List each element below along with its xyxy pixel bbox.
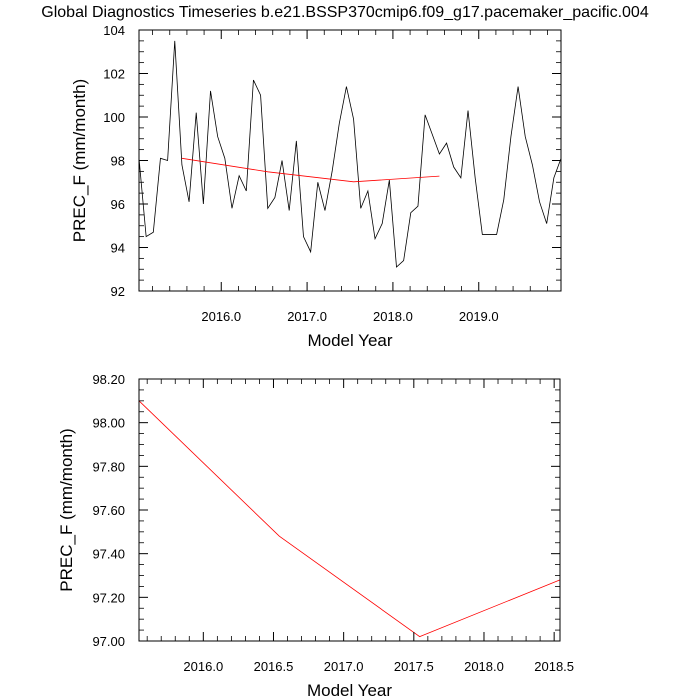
y-tick-label: 94	[111, 241, 125, 256]
y-tick-label: 102	[103, 67, 125, 82]
plot-frame	[138, 378, 561, 642]
y-tick-label: 98.00	[92, 416, 125, 431]
x-tick-label: 2017.0	[287, 309, 327, 324]
y-tick-label: 97.60	[92, 503, 125, 518]
y-axis-label: PREC_F (mm/month)	[70, 79, 89, 242]
figure-title: Global Diagnostics Timeseries b.e21.BSSP…	[41, 4, 649, 21]
x-tick-label: 2016.5	[254, 659, 294, 674]
x-tick-label: 2017.5	[394, 659, 434, 674]
x-axis-label: Model Year	[307, 331, 392, 350]
series-line-0	[138, 40, 562, 268]
y-axis-label: PREC_F (mm/month)	[57, 428, 76, 591]
y-tick-label: 98	[111, 154, 125, 169]
series-line-1	[181, 157, 440, 183]
x-tick-label: 2019.0	[459, 309, 499, 324]
y-tick-label: 96	[111, 197, 125, 212]
y-tick-label: 97.80	[92, 459, 125, 474]
y-tick-label: 104	[103, 23, 125, 38]
plot-frame	[138, 29, 562, 292]
y-tick-label: 98.20	[92, 372, 125, 387]
x-tick-label: 2016.0	[201, 309, 241, 324]
x-tick-label: 2018.5	[534, 659, 574, 674]
x-tick-label: 2018.0	[464, 659, 504, 674]
y-tick-label: 97.20	[92, 590, 125, 605]
x-tick-label: 2017.0	[324, 659, 364, 674]
x-tick-label: 2016.0	[183, 659, 223, 674]
y-tick-label: 100	[103, 110, 125, 125]
y-tick-label: 97.40	[92, 547, 125, 562]
x-tick-label: 2018.0	[373, 309, 413, 324]
y-tick-label: 92	[111, 284, 125, 299]
top-timeseries-panel: 2016.0 2017.0 2018.0 2019.0 92 94 96 98 100 102 10…	[70, 23, 562, 350]
x-axis-label: Model Year	[307, 681, 392, 700]
y-tick-label: 97.00	[92, 634, 125, 649]
series-line-0	[138, 400, 561, 638]
bottom-trend-panel: 2016.0 2016.5 2017.0 2017.5 2018.0 2018.5 97.0…	[57, 372, 574, 700]
